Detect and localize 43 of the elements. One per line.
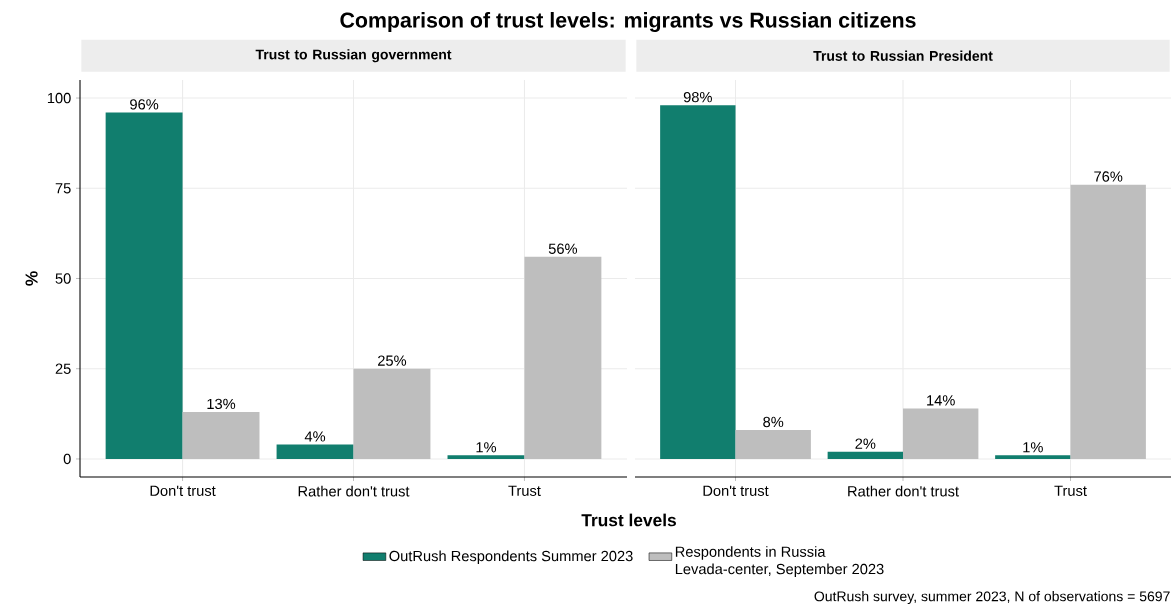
x-tick-label: Don't trust bbox=[703, 485, 769, 496]
y-tick-label: 75 bbox=[55, 183, 71, 194]
data-label: 8% bbox=[763, 416, 784, 428]
legend-label: Respondents in Russia Levada-center, September 2023 bbox=[675, 546, 884, 578]
y-tick-label: 25 bbox=[55, 363, 71, 374]
bar bbox=[660, 105, 736, 459]
x-axis-title: Trust levels bbox=[581, 513, 676, 527]
data-label: 76% bbox=[1094, 171, 1123, 182]
x-tick-label: Rather don't trust bbox=[298, 485, 410, 497]
y-tick-label: 100 bbox=[47, 92, 71, 104]
chart-subtitle: Trust to Russian President bbox=[813, 50, 993, 61]
data-label: 25% bbox=[378, 355, 407, 366]
x-tick-label: Don't trust bbox=[150, 485, 216, 496]
bar bbox=[524, 256, 602, 459]
bar bbox=[827, 451, 904, 459]
legend-label: OutRush Respondents Summer 2023 bbox=[389, 550, 633, 565]
bar bbox=[903, 408, 979, 459]
x-tick-label: Trust bbox=[1054, 485, 1087, 496]
bar bbox=[735, 430, 811, 459]
y-tick-label: 50 bbox=[55, 273, 71, 284]
chart-title: Comparison of trust levels: migrants vs Russian citizens bbox=[340, 12, 916, 32]
chart-subtitle: Trust to Russian government bbox=[255, 49, 452, 63]
data-label: 4% bbox=[304, 431, 326, 442]
text: OutRush survey, summer 2023, N of observations = 5697 bbox=[814, 591, 1170, 605]
bar bbox=[105, 112, 183, 459]
bar bbox=[276, 444, 354, 459]
x-tick-label: Trust bbox=[508, 485, 541, 496]
data-label: 14% bbox=[927, 395, 955, 406]
bar bbox=[182, 412, 260, 459]
x-tick-label: Rather don't trust bbox=[848, 485, 959, 497]
bar bbox=[447, 455, 525, 459]
y-tick-label: 0 bbox=[63, 453, 71, 465]
y-axis-title: % bbox=[25, 271, 38, 286]
data-label: 96% bbox=[130, 99, 159, 110]
bar bbox=[353, 368, 431, 459]
data-label: 56% bbox=[548, 243, 578, 254]
data-label: 1% bbox=[1023, 442, 1043, 453]
data-label: 98% bbox=[683, 91, 712, 103]
bar bbox=[1070, 184, 1146, 459]
data-label: 1% bbox=[476, 442, 497, 453]
data-label: 13% bbox=[207, 398, 236, 410]
data-label: 2% bbox=[855, 438, 876, 449]
bar bbox=[995, 455, 1071, 459]
